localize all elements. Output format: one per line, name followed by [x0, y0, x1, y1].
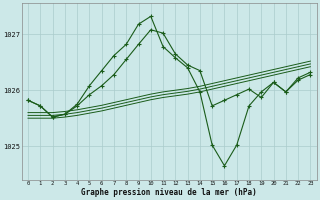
X-axis label: Graphe pression niveau de la mer (hPa): Graphe pression niveau de la mer (hPa) — [81, 188, 257, 197]
